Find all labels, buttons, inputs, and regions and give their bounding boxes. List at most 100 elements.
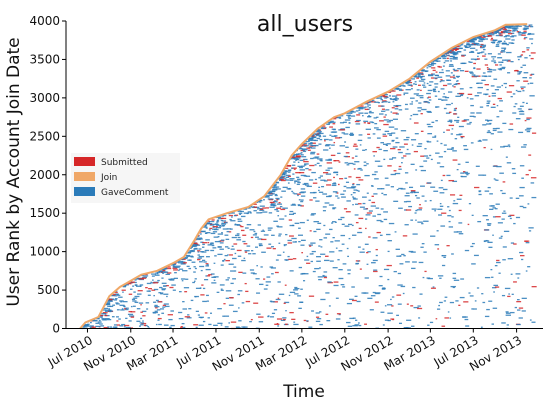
gavecomment-point [518,31,521,33]
gavecomment-point [393,105,399,107]
gavecomment-point [519,105,524,107]
gavecomment-point [443,93,445,95]
gavecomment-point [230,270,235,272]
gavecomment-point [492,42,496,44]
gavecomment-point [453,279,460,281]
gavecomment-point [438,304,440,307]
gavecomment-point [510,61,514,63]
gavecomment-point [160,293,163,295]
gavecomment-point [197,314,200,316]
gavecomment-point [354,214,359,216]
gavecomment-point [298,199,301,201]
gavecomment-point [375,207,380,209]
submitted-point [239,225,242,227]
submitted-point [289,235,294,237]
gavecomment-point [344,162,349,164]
gavecomment-point [371,262,376,264]
gavecomment-point [312,270,316,273]
legend-swatch-submitted [74,157,95,166]
gavecomment-point [395,248,400,250]
gavecomment-point [347,325,353,327]
gavecomment-point [346,321,351,324]
gavecomment-point [165,305,170,308]
gavecomment-point [364,120,369,122]
gavecomment-point [498,40,502,42]
gavecomment-point [505,34,509,37]
gavecomment-point [460,172,465,174]
gavecomment-point [158,292,161,294]
submitted-point [480,36,486,38]
gavecomment-point [243,208,248,210]
gavecomment-point [469,115,475,117]
gavecomment-point [252,253,256,255]
submitted-point [531,132,537,134]
gavecomment-point [206,222,210,224]
submitted-point [142,315,146,317]
gavecomment-point [364,106,367,108]
submitted-point [410,305,414,307]
gavecomment-point [119,325,124,327]
gavecomment-point [427,74,434,77]
gavecomment-point [499,67,506,70]
submitted-point [345,211,351,213]
gavecomment-point [300,188,306,190]
gavecomment-point [195,287,202,289]
gavecomment-point [234,223,237,225]
gavecomment-point [320,253,326,255]
gavecomment-point [473,75,479,77]
gavecomment-point [523,72,529,74]
submitted-point [265,207,270,209]
submitted-point [272,248,276,250]
gavecomment-point [292,155,295,158]
gavecomment-point [434,58,439,60]
gavecomment-point [404,209,407,211]
gavecomment-point [95,325,101,328]
submitted-point [427,96,431,98]
gavecomment-point [463,148,469,151]
gavecomment-point [439,301,443,304]
gavecomment-point [181,322,185,325]
submitted-point [518,307,524,309]
submitted-point [332,123,336,125]
gavecomment-point [295,159,297,161]
gavecomment-point [327,281,332,283]
gavecomment-point [464,318,469,321]
gavecomment-point [256,265,258,267]
gavecomment-point [456,76,459,78]
gavecomment-point [346,247,349,250]
gavecomment-point [498,33,502,35]
gavecomment-point [266,276,271,278]
gavecomment-point [451,52,456,54]
gavecomment-point [479,46,485,49]
gavecomment-point [407,80,411,83]
gavecomment-point [189,247,192,249]
gavecomment-point [294,287,300,290]
submitted-point [359,268,362,270]
gavecomment-point [212,228,217,230]
gavecomment-point [285,310,287,312]
gavecomment-point [372,133,376,135]
gavecomment-point [391,95,398,97]
gavecomment-point [323,138,329,141]
submitted-point [516,300,522,303]
submitted-point [373,270,378,273]
gavecomment-point [469,61,473,63]
gavecomment-point [319,239,323,241]
gavecomment-point [220,289,224,291]
gavecomment-point [193,248,196,250]
submitted-point [296,155,301,157]
gavecomment-point [482,139,488,141]
gavecomment-point [249,212,252,214]
gavecomment-point [372,259,378,262]
gavecomment-point [358,109,361,111]
gavecomment-point [377,101,380,104]
gavecomment-point [430,235,436,237]
gavecomment-point [431,208,437,210]
gavecomment-point [122,300,128,303]
gavecomment-point [466,123,471,125]
submitted-point [104,314,108,317]
gavecomment-point [322,135,327,137]
gavecomment-point [442,65,445,67]
gavecomment-point [531,42,533,45]
gavecomment-point [497,53,501,55]
